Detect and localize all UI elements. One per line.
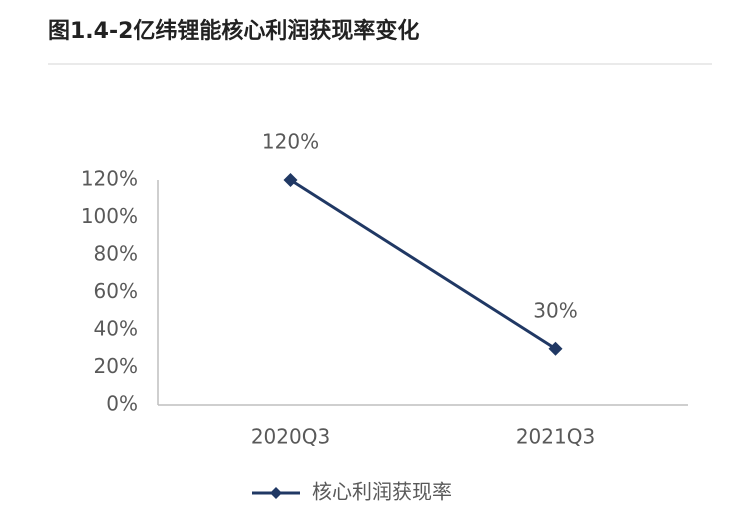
x-tick-label: 2020Q3 [251,425,330,449]
legend-marker [270,487,282,499]
point-marker [283,173,298,187]
y-tick-label: 80% [94,242,138,266]
y-tick-label: 60% [94,279,138,303]
legend-label: 核心利润获现率 [312,480,452,504]
data-label: 30% [533,298,577,322]
series-line [289,178,557,351]
data-label: 120% [262,130,319,154]
y-tick-label: 40% [94,317,138,341]
point-marker [548,341,563,356]
y-tick-label: 120% [81,167,138,191]
y-tick-label: 0% [106,392,138,416]
y-tick-label: 100% [81,204,138,228]
chart-title: 图1.4-2亿纬锂能核心利润获现率变化 [48,18,419,44]
x-tick-label: 2021Q3 [516,425,595,449]
y-tick-label: 20% [94,354,138,378]
